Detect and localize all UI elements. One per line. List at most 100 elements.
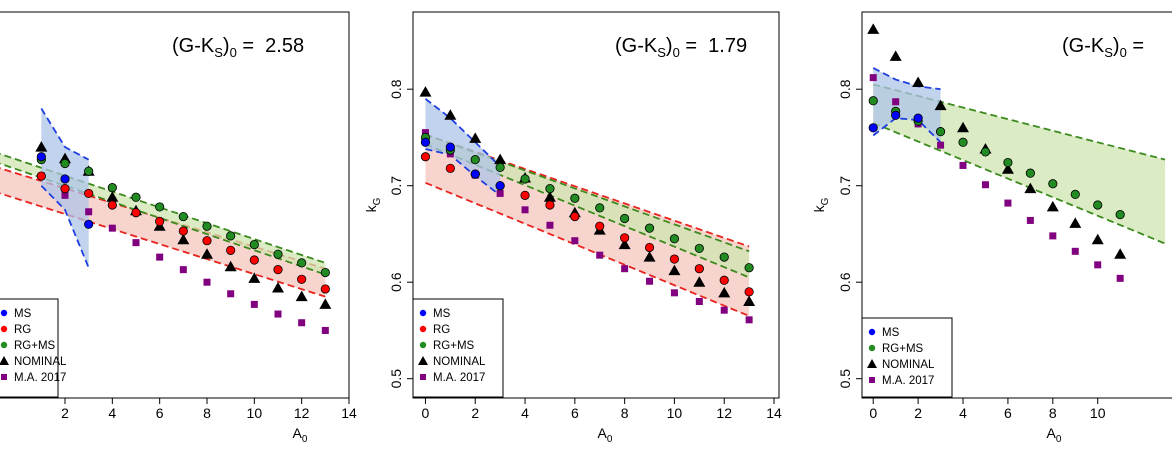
legend-label-nominal: NOMINAL [882, 359, 935, 371]
point-nominal-right [1001, 163, 1014, 174]
point-rg-ms-middle [719, 252, 729, 262]
x-tick-label-right: 6 [1004, 405, 1012, 421]
point-nominal-right [1069, 217, 1082, 228]
y-tick-label-right: 0.6 [837, 272, 853, 292]
point-m-a-2017-left [108, 224, 116, 232]
band-lower-ms-middle [425, 148, 501, 197]
point-nominal-left [35, 141, 48, 152]
legend-label-m-a-2017: M.A. 2017 [882, 375, 934, 387]
legend-marker-ms [868, 328, 876, 336]
point-m-a-2017-left [203, 278, 211, 286]
point-rg-middle [545, 200, 555, 210]
legend-marker-m-a-2017 [1, 374, 7, 380]
x-axis-title-middle: A0 [598, 425, 613, 445]
point-rg-middle [744, 287, 754, 297]
band-ms-right [873, 67, 941, 143]
x-tick-label-left: 10 [247, 405, 263, 421]
point-nominal-right [934, 99, 947, 111]
legend-middle: MS RG RG+MS NOMINAL M.A. 2017 [413, 298, 504, 398]
point-m-a-2017-middle [596, 251, 604, 259]
point-m-a-2017-right [937, 141, 945, 149]
point-rg-left [131, 208, 141, 218]
point-rg-ms-left [178, 211, 188, 222]
point-nominal-middle [668, 264, 681, 276]
point-rg-ms-left [155, 202, 165, 212]
x-tick-label-middle: 6 [571, 405, 579, 421]
point-rg-left [107, 200, 117, 210]
point-nominal-middle [543, 191, 556, 202]
band-lower-ms-left [40, 185, 90, 269]
point-rg-left [84, 188, 94, 199]
legend-marker-nominal [418, 356, 428, 365]
point-m-a-2017-middle [670, 289, 678, 297]
x-axis-title-left: A0 [293, 425, 308, 445]
x-tick-label-left: 12 [294, 405, 310, 421]
point-nominal-left [248, 272, 261, 283]
point-nominal-right [889, 50, 902, 61]
y-axis-title-middle: kG [363, 197, 383, 212]
point-rg-ms-right [1093, 200, 1103, 210]
legend-label-ms: MS [14, 308, 32, 320]
y-tick-label-right: 0.7 [837, 176, 853, 196]
point-rg-middle [669, 254, 680, 264]
point-nominal-middle [743, 295, 756, 306]
y-axis-title-right: kG [811, 197, 831, 212]
x-tick-label-left: 8 [203, 405, 211, 421]
x-tick-label-right: 8 [1049, 405, 1057, 421]
point-m-a-2017-right [1049, 232, 1057, 240]
point-m-a-2017-left [227, 290, 235, 298]
panel-middle-frame [412, 11, 780, 399]
point-nominal-middle [693, 276, 706, 287]
panel-left: 2 4 6 8 10 12 14 MS RG RG+MS NOMINAL M.A. 2017 (G-K… [0, 11, 357, 445]
x-tick-label-middle: 8 [621, 405, 629, 421]
point-rg-middle [644, 242, 655, 253]
x-axis-title-right: A0 [1047, 425, 1062, 445]
point-rg-left [178, 226, 188, 236]
point-m-a-2017-middle [745, 316, 753, 324]
point-m-a-2017-middle [646, 277, 654, 285]
legend-label-ms: MS [882, 327, 900, 339]
point-rg-ms-left [226, 231, 236, 241]
point-rg-middle [520, 190, 530, 200]
point-nominal-left [319, 298, 332, 309]
point-rg-ms-middle [545, 183, 555, 194]
point-rg-ms-right [1115, 210, 1125, 220]
x-tick-label-right: 2 [914, 405, 922, 421]
panel-right: 0 2 4 6 8 10 0.5 0.6 0.7 0.8 MS RG+MS NOMINAL M.A. 20… [811, 11, 1172, 445]
point-nominal-left [295, 290, 308, 302]
point-nominal-middle [643, 251, 656, 262]
point-rg-left [273, 265, 283, 275]
x-tick-label-left: 14 [341, 405, 357, 421]
band-upper-ms-left [40, 108, 90, 161]
legend-marker-rg [419, 325, 427, 333]
point-rg-ms-middle [595, 203, 605, 213]
point-rg-middle [620, 233, 630, 243]
x-tick-label-middle: 10 [667, 405, 683, 421]
point-rg-left [60, 183, 70, 194]
point-rg-ms-left [273, 249, 283, 259]
point-m-a-2017-middle [720, 306, 728, 314]
point-m-a-2017-right [1094, 261, 1102, 269]
legend-label-rg: RG [433, 324, 450, 336]
point-ms-middle [445, 142, 455, 152]
band-rgms-right [873, 84, 1166, 244]
point-rg-ms-left [249, 239, 259, 250]
point-rg-middle [570, 211, 580, 222]
point-ms-middle [470, 169, 480, 179]
point-m-a-2017-right [892, 98, 900, 106]
legend-box-right [862, 317, 953, 398]
point-rg-ms-left [202, 221, 212, 231]
point-rg-ms-middle [694, 243, 704, 254]
annotation-middle: (G-KS)0 = 1.79 [615, 35, 747, 60]
legend-marker-nominal [867, 359, 877, 368]
point-m-a-2017-right [869, 74, 877, 82]
point-nominal-right [1046, 200, 1059, 212]
legend-box-middle [413, 298, 504, 398]
point-rg-ms-middle [669, 234, 680, 244]
point-m-a-2017-left [85, 208, 93, 216]
point-rg-ms-right [980, 147, 991, 157]
point-nominal-middle [718, 286, 731, 298]
point-rg-ms-middle [570, 193, 580, 203]
y-tick-label-middle: 0.6 [388, 272, 404, 292]
